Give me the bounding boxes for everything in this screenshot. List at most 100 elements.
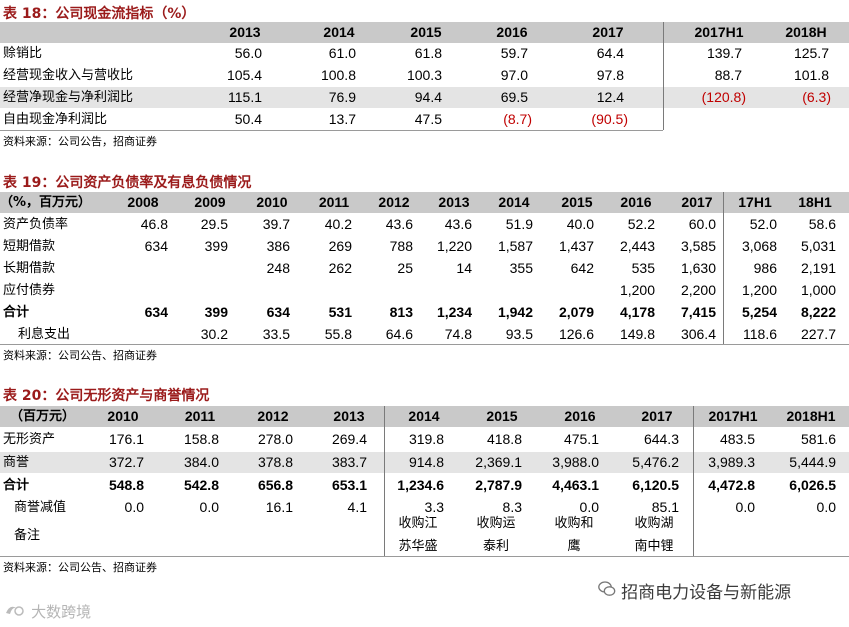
table-cell: 4.1 xyxy=(347,499,367,515)
table-cell: 59.7 xyxy=(500,45,528,61)
table-cell: 269 xyxy=(328,238,352,254)
table-cell: 64.4 xyxy=(596,45,624,61)
table-cell: 372.7 xyxy=(108,454,144,470)
row-label: 利息支出 xyxy=(18,327,71,342)
divider xyxy=(0,344,849,345)
column-header: 2016 xyxy=(564,408,596,424)
column-header: 2017 xyxy=(592,24,624,40)
table-cell: 158.8 xyxy=(183,431,219,447)
table-cell: 33.5 xyxy=(262,326,290,342)
column-header: 2010 xyxy=(256,194,288,210)
table-19-title: 表 19：公司资产负债率及有息负债情况 xyxy=(3,175,252,191)
unit-label: （%，百万元） xyxy=(0,195,92,210)
column-header: 2018H xyxy=(785,24,827,40)
table-cell: 40.2 xyxy=(324,216,352,232)
table-cell: 118.6 xyxy=(743,326,777,342)
table-18: 2013 2014 2015 2016 2017 2017H1 2018H 赊销… xyxy=(0,22,849,130)
table-cell: 227.7 xyxy=(800,326,836,342)
column-header: 2017H1 xyxy=(694,24,744,40)
table-cell: 7,415 xyxy=(680,304,716,320)
row-label: 经营现金收入与营收比 xyxy=(3,68,134,83)
table-cell: 61.0 xyxy=(328,45,356,61)
column-header: 2013 xyxy=(229,24,261,40)
column-header: 2015 xyxy=(486,408,518,424)
table-cell: 139.7 xyxy=(706,45,742,61)
table-cell: 2,369.1 xyxy=(475,454,522,470)
note-line: 泰利 xyxy=(482,539,509,554)
table-row: 资产负债率 46.8 29.5 39.7 40.2 43.6 43.6 51.9… xyxy=(0,214,849,235)
column-header: 2018H1 xyxy=(786,408,836,424)
table-cell: 1,587 xyxy=(497,238,533,254)
table-cell: 16.1 xyxy=(265,499,293,515)
table-cell: 1,200 xyxy=(741,282,777,298)
table-cell: 97.0 xyxy=(500,67,528,83)
table-cell: 94.4 xyxy=(414,89,442,105)
column-header: 2016 xyxy=(620,194,652,210)
divider xyxy=(0,556,849,557)
table-cell: 548.8 xyxy=(108,477,144,493)
table-row: 短期借款 634 399 386 269 788 1,220 1,587 1,4… xyxy=(0,236,849,257)
table-cell: 656.8 xyxy=(257,477,293,493)
row-label: 应付债券 xyxy=(3,283,56,298)
table-cell: 0.0 xyxy=(579,499,599,515)
table-cell: 58.6 xyxy=(808,216,836,232)
table-cell: 278.0 xyxy=(257,431,293,447)
table-cell: 50.4 xyxy=(234,111,262,127)
table-cell: 2,191 xyxy=(800,260,836,276)
table-row: 经营净现金与净利润比 115.1 76.9 94.4 69.5 12.4 (12… xyxy=(0,87,849,108)
note-label: 备注 xyxy=(14,528,41,543)
row-label: 经营净现金与净利润比 xyxy=(3,90,134,105)
table-cell: 3,585 xyxy=(680,238,716,254)
table-cell: 1,234 xyxy=(436,304,472,320)
column-header: 2016 xyxy=(496,24,528,40)
table-cell: 644.3 xyxy=(643,431,679,447)
table-cell: 14 xyxy=(456,260,472,276)
table-cell: 64.6 xyxy=(385,326,413,342)
table-row: 商誉减值 0.0 0.0 16.1 4.1 3.3 8.3 0.0 85.1 0… xyxy=(0,497,849,518)
wechat-icon xyxy=(598,580,616,601)
table-cell: 475.1 xyxy=(563,431,599,447)
table-cell: (120.8) xyxy=(701,89,746,105)
column-header: 2008 xyxy=(127,194,159,210)
table-cell: 0.0 xyxy=(124,499,144,515)
unit-label: （百万元） xyxy=(9,409,75,424)
note-line: 收购江 xyxy=(398,516,438,531)
note-line: 收购和 xyxy=(554,516,594,531)
table-20-title: 表 20：公司无形资产与商誉情况 xyxy=(3,388,210,404)
table-18-title: 表 18：公司现金流指标（%） xyxy=(3,6,196,22)
table-cell: 46.8 xyxy=(140,216,168,232)
column-header: 2011 xyxy=(318,194,350,210)
table-cell: 100.3 xyxy=(406,67,442,83)
table-cell: 0.0 xyxy=(816,499,836,515)
table-cell: 74.8 xyxy=(444,326,472,342)
table-cell: 5,476.2 xyxy=(632,454,679,470)
table-cell: 69.5 xyxy=(500,89,528,105)
table-cell: 319.8 xyxy=(408,431,444,447)
table-cell: 914.8 xyxy=(408,454,444,470)
column-header: 2014 xyxy=(498,194,530,210)
table-20-source: 资料来源：公司公告、招商证券 xyxy=(3,561,157,574)
watermark-right: 招商电力设备与新能源 xyxy=(598,578,791,603)
column-header: 2009 xyxy=(194,194,226,210)
table-cell: 100.8 xyxy=(320,67,356,83)
column-header: 18H1 xyxy=(798,194,832,210)
table-cell: 2,443 xyxy=(619,238,655,254)
table-cell: 101.8 xyxy=(793,67,829,83)
table-cell: 4,472.8 xyxy=(708,477,755,493)
table-cell: 61.8 xyxy=(414,45,442,61)
table-19-source: 资料来源：公司公告、招商证券 xyxy=(3,349,157,362)
table-cell: 535 xyxy=(631,260,655,276)
table-cell: 581.6 xyxy=(800,431,836,447)
table-cell: 269.4 xyxy=(331,431,367,447)
table-cell: 813 xyxy=(389,304,413,320)
column-header: 2012 xyxy=(378,194,410,210)
watermark-left: 大数跨境 xyxy=(4,601,91,622)
table-cell: 5,444.9 xyxy=(789,454,836,470)
table-cell: 8,222 xyxy=(800,304,836,320)
note-line: 收购湖 xyxy=(634,516,674,531)
column-divider xyxy=(693,406,694,556)
table-cell: 176.1 xyxy=(108,431,144,447)
table-cell: 56.0 xyxy=(234,45,262,61)
column-divider xyxy=(663,22,664,130)
table-cell: 2,079 xyxy=(558,304,594,320)
